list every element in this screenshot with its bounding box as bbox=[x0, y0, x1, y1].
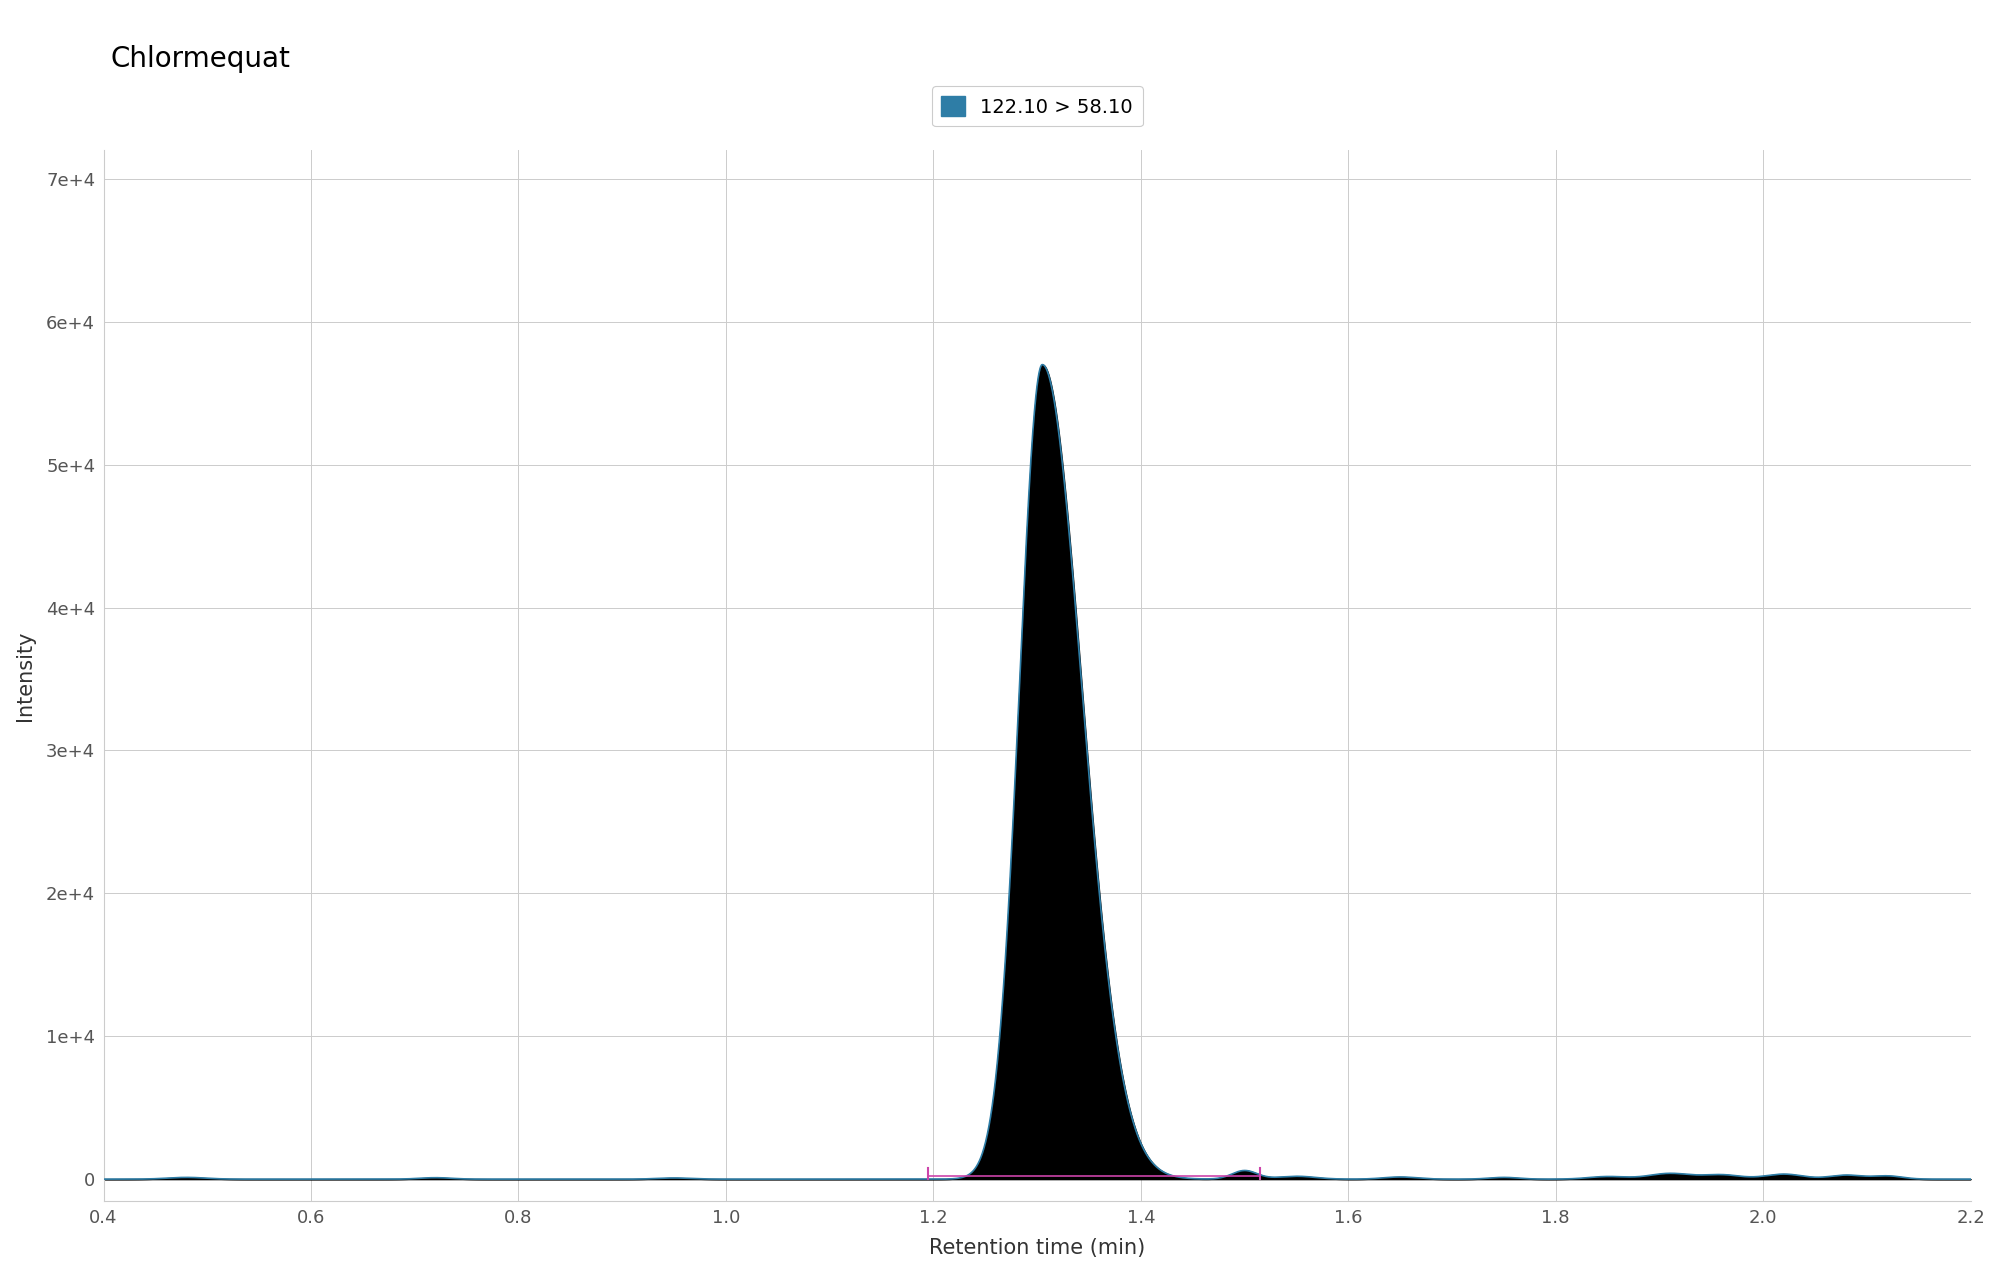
Y-axis label: Intensity: Intensity bbox=[16, 630, 36, 721]
Legend: 122.10 > 58.10: 122.10 > 58.10 bbox=[932, 87, 1142, 126]
Text: Chlormequat: Chlormequat bbox=[110, 45, 290, 73]
X-axis label: Retention time (min): Retention time (min) bbox=[928, 1239, 1146, 1258]
